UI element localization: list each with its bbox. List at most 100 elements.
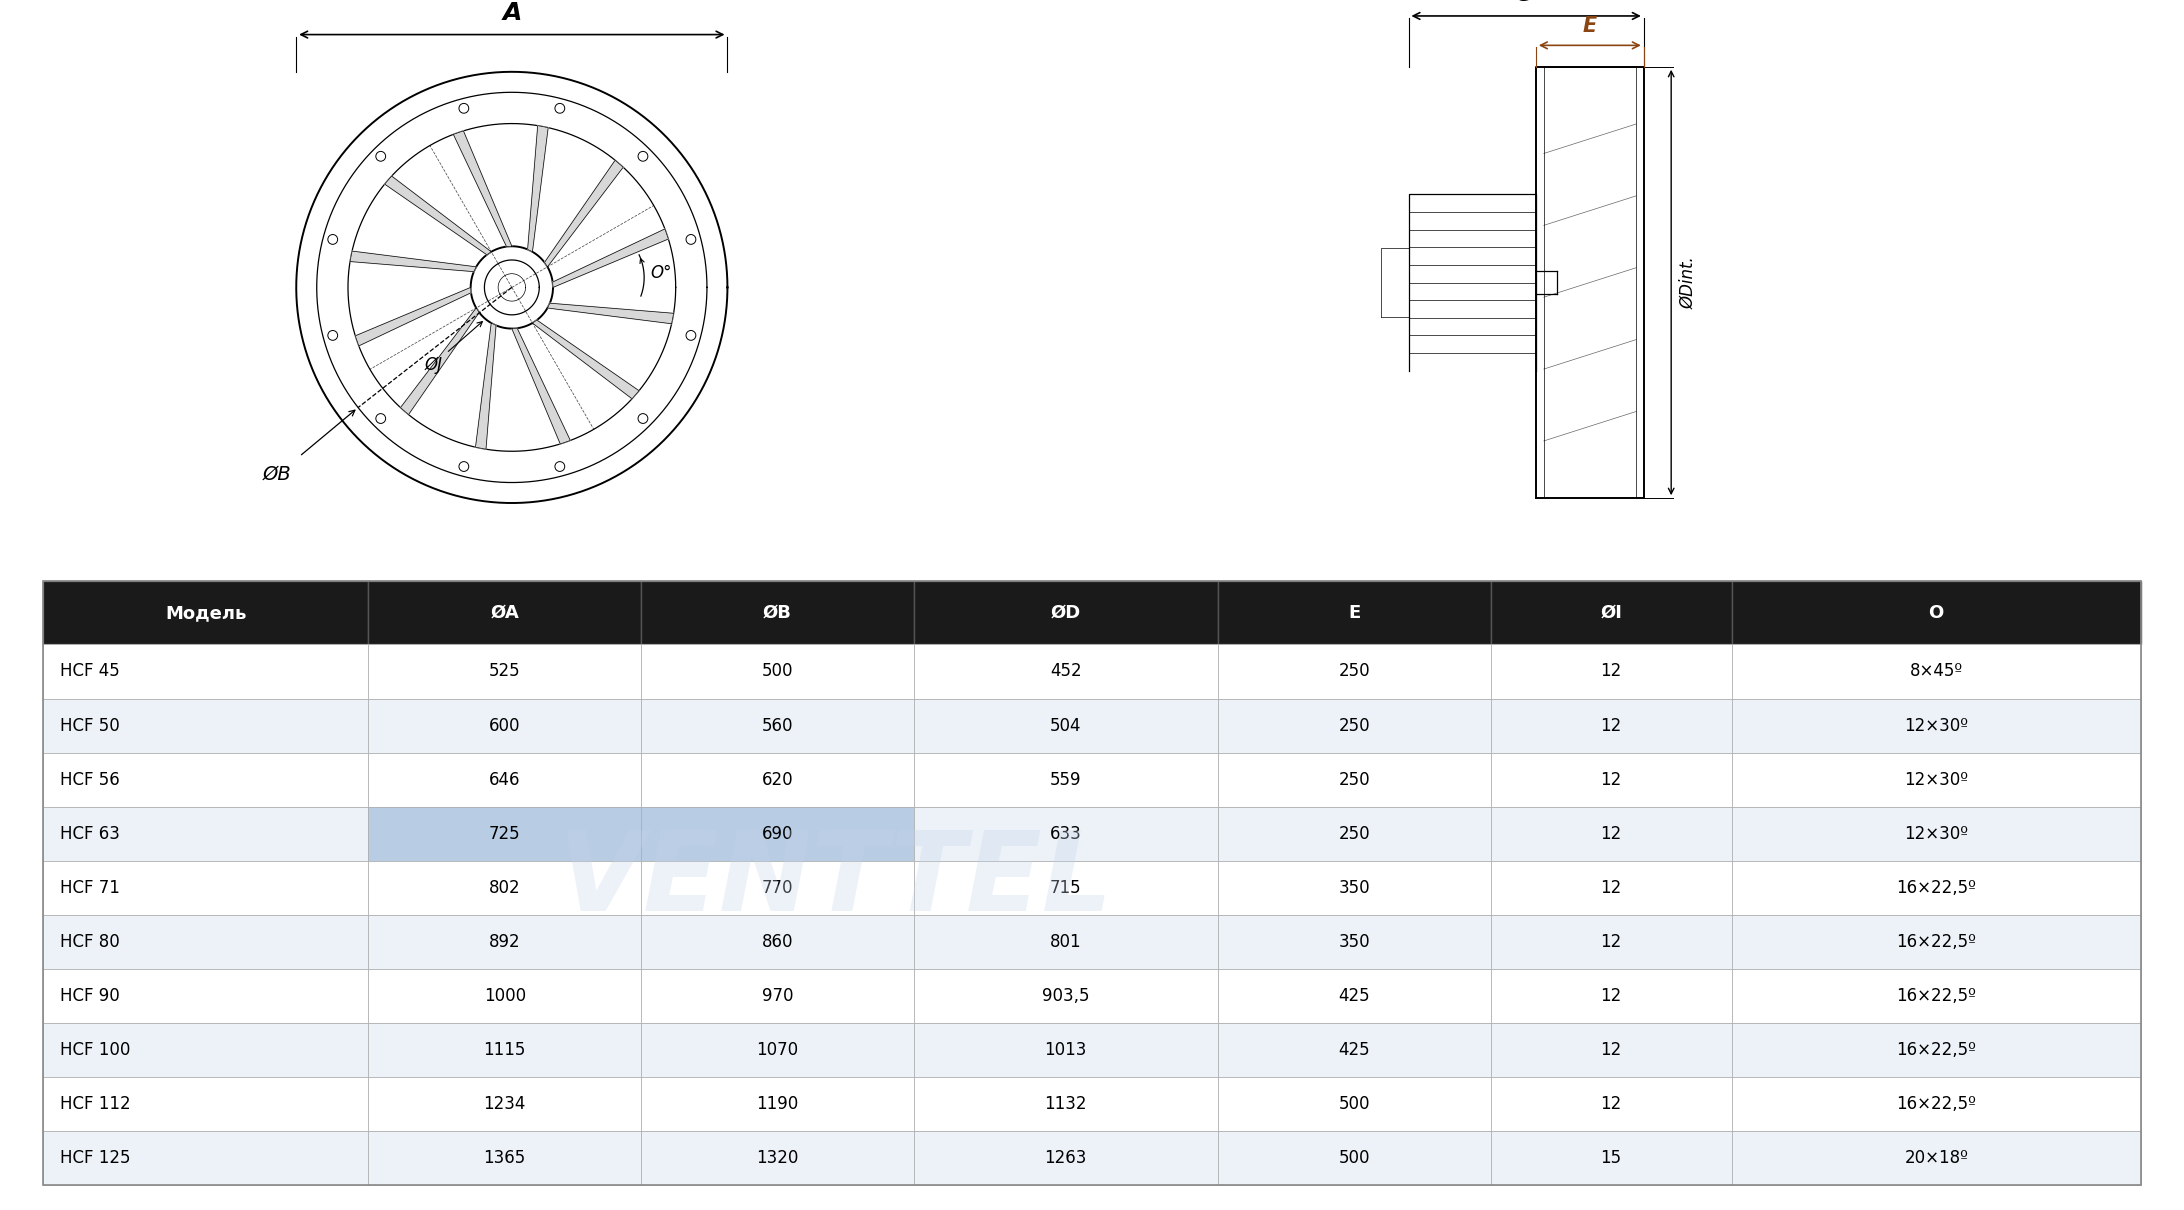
Bar (1489, 698, 1732, 753)
Text: 600: 600 (489, 716, 520, 734)
Bar (913, 1022, 1219, 1077)
Text: 1000: 1000 (483, 987, 526, 1006)
Bar (369, 1022, 642, 1077)
Bar (1489, 1022, 1732, 1077)
Bar (1489, 581, 1732, 645)
Polygon shape (511, 328, 570, 444)
Text: VENTTEL: VENTTEL (557, 826, 1114, 934)
Bar (642, 915, 913, 969)
Polygon shape (400, 309, 478, 415)
Text: 801: 801 (1051, 933, 1081, 951)
Text: 500: 500 (762, 663, 793, 680)
Polygon shape (529, 126, 548, 252)
Bar (1489, 860, 1732, 915)
Text: 620: 620 (762, 771, 793, 789)
Circle shape (686, 330, 697, 340)
Circle shape (376, 414, 387, 424)
Text: 12: 12 (1601, 1095, 1623, 1113)
Circle shape (638, 414, 649, 424)
Bar (642, 1077, 913, 1131)
Text: 8×45º: 8×45º (1909, 663, 1963, 680)
Polygon shape (356, 288, 472, 346)
Bar (369, 698, 642, 753)
Bar (913, 860, 1219, 915)
Bar (642, 860, 913, 915)
Text: 16×22,5º: 16×22,5º (1896, 933, 1977, 951)
Bar (44, 915, 369, 969)
Polygon shape (533, 321, 640, 399)
Text: 1115: 1115 (483, 1041, 526, 1059)
Text: 12×30º: 12×30º (1904, 716, 1968, 734)
Text: ØI: ØI (1601, 604, 1623, 622)
Text: 250: 250 (1339, 663, 1369, 680)
Polygon shape (384, 177, 491, 255)
Text: 646: 646 (489, 771, 520, 789)
Bar (369, 753, 642, 807)
Bar (1489, 1131, 1732, 1185)
Bar (1219, 969, 1489, 1022)
Polygon shape (349, 252, 476, 271)
Text: 1320: 1320 (756, 1150, 799, 1168)
Text: ØJ: ØJ (424, 356, 443, 374)
Bar (913, 1077, 1219, 1131)
Text: 425: 425 (1339, 1041, 1369, 1059)
Text: HCF 50: HCF 50 (59, 716, 120, 734)
Text: 15: 15 (1601, 1150, 1623, 1168)
Bar (44, 1022, 369, 1077)
Bar (1219, 915, 1489, 969)
Bar (642, 969, 913, 1022)
Text: 559: 559 (1051, 771, 1081, 789)
Bar (1219, 645, 1489, 698)
Bar (369, 807, 642, 860)
Bar (369, 969, 642, 1022)
Text: 770: 770 (762, 878, 793, 897)
Text: HCF 90: HCF 90 (59, 987, 120, 1006)
Bar (913, 645, 1219, 698)
Bar (642, 1131, 913, 1185)
Text: 1365: 1365 (483, 1150, 526, 1168)
Polygon shape (548, 304, 673, 324)
Bar (44, 1077, 369, 1131)
Text: A: A (502, 1, 522, 24)
Bar (1732, 753, 2140, 807)
Text: 715: 715 (1051, 878, 1081, 897)
Text: ØDint.: ØDint. (1679, 257, 1697, 309)
Bar (642, 1022, 913, 1077)
Bar (369, 860, 642, 915)
Bar (1219, 860, 1489, 915)
Bar (642, 698, 913, 753)
Bar (642, 753, 913, 807)
Bar (44, 807, 369, 860)
Text: 12: 12 (1601, 987, 1623, 1006)
Text: 504: 504 (1051, 716, 1081, 734)
Text: O°: O° (651, 264, 670, 282)
Text: C': C' (1514, 0, 1538, 6)
Text: 350: 350 (1339, 878, 1369, 897)
Circle shape (376, 151, 387, 161)
Text: ØD: ØD (1051, 604, 1081, 622)
Text: 560: 560 (762, 716, 793, 734)
Text: HCF 100: HCF 100 (59, 1041, 131, 1059)
Text: 16×22,5º: 16×22,5º (1896, 987, 1977, 1006)
Text: 20×18º: 20×18º (1904, 1150, 1968, 1168)
Circle shape (555, 103, 566, 114)
Text: 12: 12 (1601, 933, 1623, 951)
Text: ØB: ØB (762, 604, 793, 622)
Text: 1190: 1190 (756, 1095, 799, 1113)
Bar (913, 915, 1219, 969)
Text: 1070: 1070 (756, 1041, 799, 1059)
Bar (369, 581, 642, 645)
Bar (913, 969, 1219, 1022)
Bar (1732, 645, 2140, 698)
Bar (1489, 969, 1732, 1022)
Bar (1732, 915, 2140, 969)
Bar (369, 1131, 642, 1185)
Text: 633: 633 (1051, 825, 1081, 842)
Text: 525: 525 (489, 663, 520, 680)
Bar (1732, 807, 2140, 860)
Text: E: E (1583, 16, 1597, 35)
Bar (1732, 1022, 2140, 1077)
Text: 690: 690 (762, 825, 793, 842)
Bar (1489, 645, 1732, 698)
Text: 725: 725 (489, 825, 520, 842)
